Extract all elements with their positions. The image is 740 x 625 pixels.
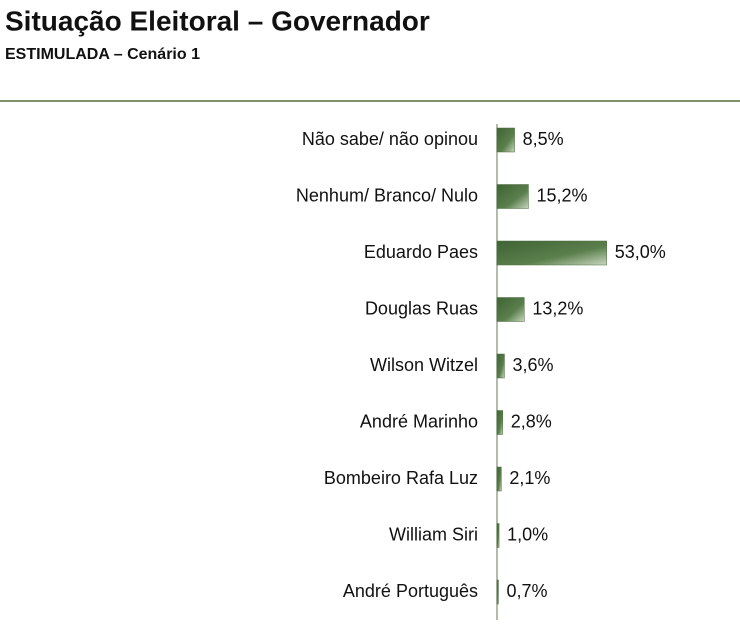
category-label: Nenhum/ Branco/ Nulo <box>296 185 478 205</box>
bar <box>496 184 529 209</box>
value-label: 3,6% <box>512 355 553 375</box>
category-label: Não sabe/ não opinou <box>302 129 478 149</box>
bar <box>496 353 505 379</box>
value-label: 15,2% <box>536 185 587 205</box>
value-label: 13,2% <box>532 298 583 318</box>
value-label: 2,8% <box>511 411 552 431</box>
chart-subtitle: ESTIMULADA – Cenário 1 <box>5 46 200 63</box>
category-label: André Português <box>343 581 478 601</box>
value-label: 0,7% <box>506 581 547 601</box>
bar <box>496 127 515 153</box>
value-label: 2,1% <box>509 468 550 488</box>
value-label: 53,0% <box>615 242 666 262</box>
category-label: Bombeiro Rafa Luz <box>324 468 478 488</box>
value-label: 8,5% <box>523 129 564 149</box>
bar <box>496 466 502 492</box>
category-label: Eduardo Paes <box>364 242 478 262</box>
chart-title: Situação Eleitoral – Governador <box>5 5 430 36</box>
bar <box>496 297 525 322</box>
category-label: Douglas Ruas <box>365 298 478 318</box>
category-label: André Marinho <box>360 411 478 431</box>
category-label: William Siri <box>389 524 478 544</box>
bar <box>496 240 607 266</box>
bar <box>496 579 499 605</box>
bar <box>496 410 504 435</box>
value-label: 1,0% <box>507 524 548 544</box>
bar <box>496 523 500 548</box>
category-label: Wilson Witzel <box>370 355 478 375</box>
